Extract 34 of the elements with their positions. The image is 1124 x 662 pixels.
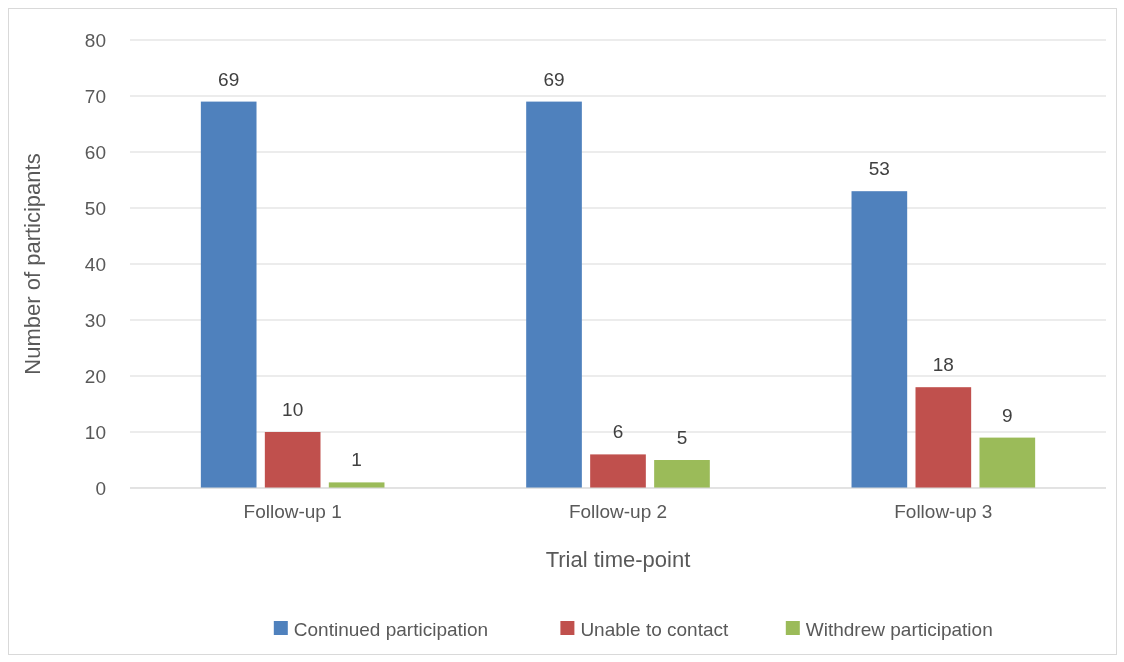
bar [851,191,908,488]
y-tick-label: 20 [84,365,106,387]
bar [979,437,1036,488]
x-tick-label: Follow-up 2 [568,501,668,522]
x-axis-title: Trial time-point [545,547,691,572]
y-tick-label: 30 [84,309,106,331]
bar [264,432,321,488]
y-tick-label: 50 [84,197,106,219]
bar [526,101,582,488]
y-tick-label: 40 [84,253,106,275]
data-label: 6 [612,421,624,443]
y-axis-title: Number of participants [20,153,45,375]
data-label: 1 [351,449,362,471]
data-label: 9 [1002,404,1013,426]
bar [654,460,710,488]
y-tick-label: 80 [84,29,106,51]
data-label: 10 [282,399,304,420]
data-label: 69 [543,68,565,90]
y-tick-label: 70 [84,85,106,107]
data-label: 5 [676,427,688,448]
data-label: 53 [868,158,890,180]
legend-label: Withdrew participation [805,618,993,640]
bar [590,454,646,488]
x-tick-label: Follow-up 1 [243,501,342,522]
y-tick-label: 10 [84,421,106,443]
legend-label: Unable to contact [580,618,729,640]
x-tick-label: Follow-up 3 [894,501,993,522]
bar [915,387,972,488]
bar [200,101,257,488]
data-label: 69 [218,68,240,90]
y-tick-label: 0 [95,477,106,499]
data-label: 18 [932,354,954,376]
y-tick-label: 60 [84,141,106,163]
legend-label: Continued participation [293,618,489,640]
